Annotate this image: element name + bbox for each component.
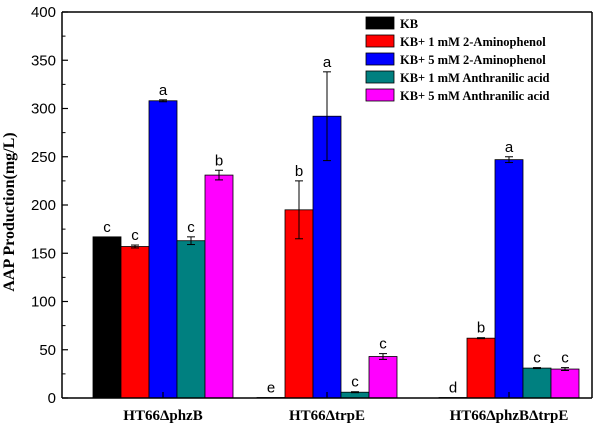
legend-label: KB+ 5 mM Anthranilic acid: [400, 89, 550, 103]
significance-letter: c: [103, 219, 111, 236]
bar: [466, 337, 496, 399]
y-axis-label: AAP Production(mg/L): [1, 132, 18, 291]
significance-letter: e: [267, 380, 275, 397]
bar: [148, 100, 178, 399]
bar: [284, 209, 314, 399]
significance-letter: c: [187, 219, 195, 236]
significance-letter: c: [131, 227, 139, 244]
legend-swatch: [365, 88, 395, 102]
significance-letter: c: [561, 350, 569, 367]
significance-letter: c: [379, 336, 387, 353]
significance-letter: a: [159, 82, 168, 99]
y-tick-label: 250: [31, 149, 56, 166]
significance-letter: a: [323, 54, 332, 71]
significance-letter: a: [505, 139, 514, 156]
significance-letter: b: [295, 163, 303, 180]
significance-letter: c: [533, 350, 541, 367]
bars-layer: [92, 100, 580, 399]
axes-layer: 0 50 100 150 200 250 300 350 400 HT66ΔphzB HT66Δtr…: [31, 4, 593, 424]
y-tick-label: 350: [31, 52, 56, 69]
legend-swatch: [365, 34, 395, 48]
legend-swatch: [365, 52, 395, 66]
bar: [494, 159, 524, 399]
y-tick-label: 150: [31, 245, 56, 262]
significance-letters-layer: c e d c b b a a a c c c b c c: [103, 54, 569, 397]
bar: [120, 246, 150, 399]
y-tick-label: 100: [31, 294, 56, 311]
legend-label: KB+ 1 mM Anthranilic acid: [400, 71, 550, 85]
significance-letter: d: [449, 380, 457, 397]
legend-label: KB+ 5 mM 2-Aminophenol: [400, 53, 546, 67]
legend-label: KB: [400, 17, 418, 31]
y-tick-label: 50: [39, 342, 56, 359]
legend: KB KB+ 1 mM 2-Aminophenol KB+ 5 mM 2-Amino…: [365, 16, 550, 103]
legend-swatch: [365, 70, 395, 84]
bar: [204, 174, 234, 399]
bar: [550, 368, 580, 399]
significance-letter: b: [215, 152, 223, 169]
y-tick-label: 300: [31, 101, 56, 118]
bar: [522, 367, 552, 399]
x-tick-label: HT66ΔphzBΔtrpE: [450, 408, 569, 424]
legend-swatch: [365, 16, 395, 30]
y-tick-label: 400: [31, 4, 56, 21]
significance-letter: c: [351, 374, 359, 391]
x-tick-label: HT66ΔtrpE: [289, 408, 365, 424]
x-tick-label: HT66ΔphzB: [123, 408, 202, 424]
bar: [92, 236, 122, 399]
significance-letter: b: [477, 320, 485, 337]
legend-label: KB+ 1 mM 2-Aminophenol: [400, 35, 546, 49]
error-bars-layer: [131, 71, 569, 394]
y-tick-label: 200: [31, 197, 56, 214]
bar: [176, 240, 206, 399]
y-tick-label: 0: [48, 390, 56, 407]
bar: [368, 356, 398, 399]
